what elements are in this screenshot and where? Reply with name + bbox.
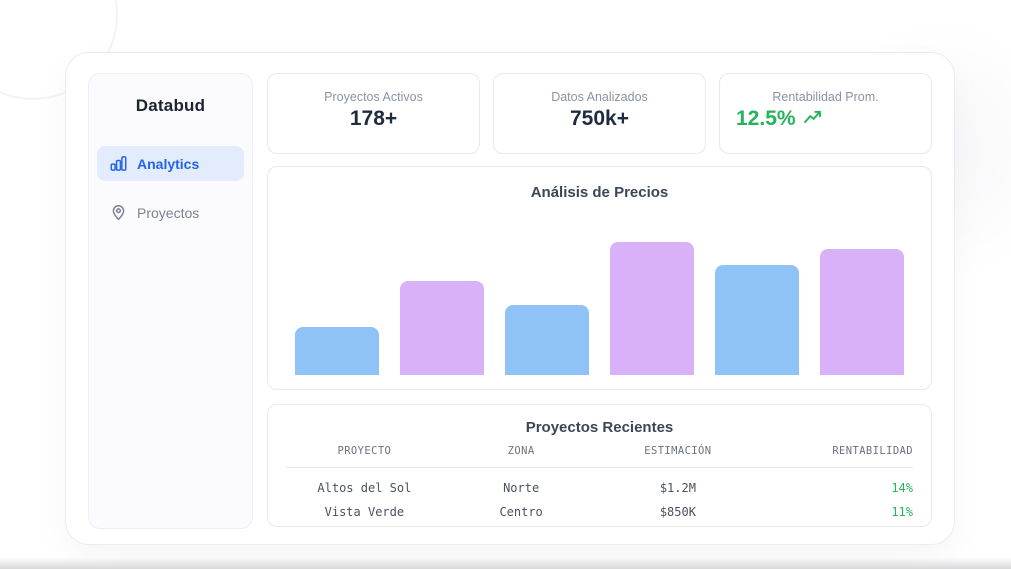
stat-label: Proyectos Activos <box>324 90 423 104</box>
cell-proyecto: Vista Verde <box>324 505 405 519</box>
sidebar-item-analytics[interactable]: Analytics <box>97 146 244 181</box>
cell-rentabilidad: 11% <box>891 505 913 519</box>
dashboard-card: Databud Analytics <box>65 52 955 545</box>
trending-up-icon <box>803 107 822 131</box>
cell-estimacion: $850K <box>659 505 696 519</box>
table-row: Altos del Sol Norte $1.2M 14% <box>286 468 913 501</box>
bar <box>505 305 589 375</box>
cell-estimacion: $1.2M <box>659 481 696 495</box>
stat-label: Rentabilidad Prom. <box>772 90 879 104</box>
table-row: Vista Verde Centro $850K 11% <box>286 500 913 524</box>
recent-projects-table: PROYECTO ZONA ESTIMACIÓN RENTABILIDAD Al… <box>286 445 913 524</box>
column-header-proyecto: PROYECTO <box>286 445 443 468</box>
chart-card: Análisis de Precios <box>267 166 932 390</box>
cell-rentabilidad: 14% <box>891 481 913 495</box>
bar <box>295 327 379 375</box>
stat-card-datos-analizados: Datos Analizados 750k+ <box>493 73 706 154</box>
table-card: Proyectos Recientes PROYECTO ZONA ESTIMA… <box>267 404 932 527</box>
map-pin-icon <box>110 204 127 221</box>
brand-title: Databud <box>135 96 206 115</box>
stat-value: 178+ <box>349 107 398 130</box>
bar <box>400 281 484 375</box>
stat-card-proyectos-activos: Proyectos Activos 178+ <box>267 73 480 154</box>
stat-value: 12.5% <box>720 107 931 131</box>
cell-zona: Norte <box>503 481 540 495</box>
stat-value: 750k+ <box>570 107 629 130</box>
bar <box>715 265 799 375</box>
bottom-edge <box>0 557 1011 569</box>
bar-chart <box>268 201 931 389</box>
stat-card-rentabilidad: Rentabilidad Prom. 12.5% <box>719 73 932 154</box>
table-title: Proyectos Recientes <box>525 419 674 436</box>
sidebar-item-label: Proyectos <box>137 204 200 221</box>
column-header-rentabilidad: RENTABILIDAD <box>756 445 913 468</box>
column-header-zona: ZONA <box>442 445 600 468</box>
cell-zona: Centro <box>499 505 543 519</box>
sidebar-item-label: Analytics <box>137 155 200 172</box>
sidebar-nav: Analytics Proyectos <box>97 146 244 230</box>
cell-proyecto: Altos del Sol <box>317 481 412 495</box>
bar <box>610 242 694 375</box>
bar <box>820 249 904 375</box>
main-content: Proyectos Activos 178+ Datos Analizados … <box>267 73 932 527</box>
table-header: PROYECTO ZONA ESTIMACIÓN RENTABILIDAD <box>286 445 913 468</box>
sidebar: Databud Analytics <box>88 73 253 529</box>
chart-title: Análisis de Precios <box>530 184 669 201</box>
stat-value-text: 12.5% <box>736 107 796 130</box>
column-header-estimacion: ESTIMACIÓN <box>599 445 757 468</box>
stat-label: Datos Analizados <box>551 90 648 104</box>
bar-chart-icon <box>110 155 127 172</box>
stats-row: Proyectos Activos 178+ Datos Analizados … <box>267 73 932 154</box>
sidebar-item-proyectos[interactable]: Proyectos <box>97 195 244 230</box>
